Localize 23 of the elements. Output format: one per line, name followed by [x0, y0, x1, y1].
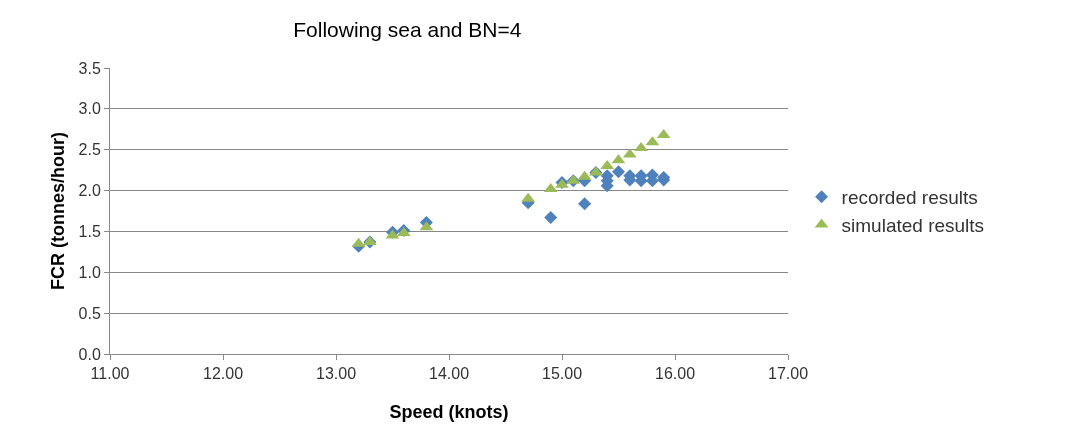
chart-title: Following sea and BN=4	[293, 17, 522, 41]
point	[544, 211, 558, 225]
y-axis-title: FCR (tonnes/hour)	[48, 132, 68, 290]
y-tick-label: 0.5	[78, 304, 101, 322]
y-tick-label: 3.5	[78, 59, 101, 77]
y-tick-label: 0.0	[78, 345, 101, 363]
x-axis-title: Speed (knots)	[389, 402, 509, 422]
point	[612, 165, 625, 179]
x-tick-label: 13.00	[315, 365, 357, 383]
y-tick-label: 2.0	[78, 182, 101, 200]
y-tick-label: 1.5	[78, 223, 101, 241]
y-tick-label: 1.0	[78, 263, 101, 281]
legend-label: recorded results	[841, 187, 978, 209]
x-tick-label: 17.00	[767, 365, 809, 383]
legend-label: simulated results	[841, 214, 985, 236]
x-tick-label: 16.00	[654, 365, 696, 383]
point	[578, 197, 592, 211]
x-tick-label: 15.00	[541, 365, 583, 383]
x-tick-label: 14.00	[428, 365, 470, 383]
x-tick-label: 11.00	[90, 365, 130, 383]
y-tick-label: 2.5	[78, 141, 101, 159]
x-tick-label: 12.00	[202, 365, 244, 383]
y-tick-label: 3.0	[78, 100, 101, 118]
